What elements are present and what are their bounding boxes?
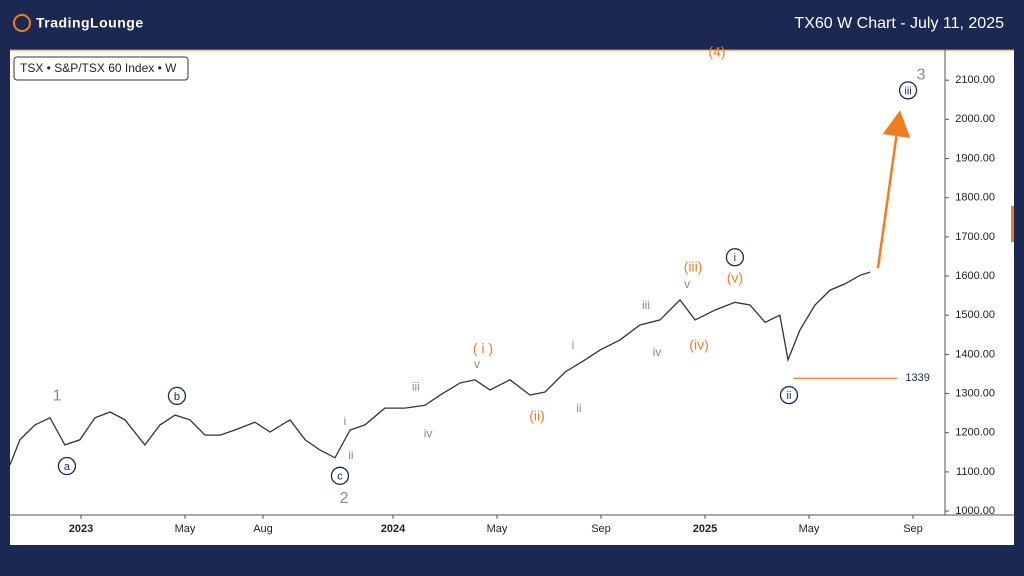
wave-label: v	[474, 357, 480, 371]
wave-label: i	[572, 338, 575, 352]
y-tick-label: 1200.00	[955, 427, 995, 439]
chart-panel	[10, 50, 1014, 545]
y-tick-label: 2100.00	[955, 74, 995, 86]
legend-box	[13, 56, 189, 81]
x-tick-label: May	[175, 523, 196, 535]
y-tick-label: 1500.00	[955, 309, 995, 321]
wave-label: 2	[340, 490, 349, 507]
x-tick-label: 2024	[381, 523, 406, 535]
y-tick-label: 1000.00	[955, 505, 995, 517]
wave-label: iii	[412, 379, 420, 393]
wave-label: iii	[642, 298, 650, 312]
wave-circle	[898, 81, 918, 100]
wave-label: ii	[348, 448, 353, 462]
wave-label: iv	[424, 426, 433, 440]
y-tick-label: 1800.00	[955, 192, 995, 204]
x-tick-label: May	[487, 523, 508, 535]
wave-label: (ii)	[529, 408, 545, 424]
wave-label: c	[337, 471, 343, 483]
wave-label: 3	[917, 67, 926, 84]
projection-line	[876, 135, 898, 269]
brand: TradingLounge	[36, 15, 144, 31]
price-line	[9, 271, 871, 466]
x-tick-label: 2023	[69, 523, 93, 535]
logo-icon	[13, 14, 31, 32]
x-tick-label: May	[799, 523, 820, 535]
wave-label: iv	[653, 345, 662, 359]
wave-circle	[57, 456, 77, 476]
x-tick-label: 2025	[693, 523, 717, 535]
wave-circle	[725, 248, 745, 267]
wave-circle	[330, 466, 350, 485]
wave-label: i	[734, 252, 736, 264]
x-tick-label: Sep	[903, 523, 923, 535]
scroll-marker	[1011, 206, 1014, 242]
y-tick-label: 1100.00	[956, 466, 995, 478]
wave-label: 1	[53, 387, 62, 404]
y-tick-label: 1600.00	[955, 270, 995, 282]
wave-circle	[167, 386, 187, 406]
wave-label: a	[64, 461, 71, 473]
y-tick-label: 1900.00	[955, 152, 995, 164]
legend-text: TSX • S&P/TSX 60 Index • W	[20, 61, 177, 75]
wave-label: ( i )	[473, 340, 493, 356]
level-label: 1339	[905, 372, 929, 384]
projection-arrowhead	[882, 110, 911, 139]
wave-label: (4)	[708, 44, 725, 60]
y-tick-label: 1300.00	[955, 387, 995, 399]
wave-label: v	[684, 277, 690, 291]
wave-label: b	[174, 391, 180, 403]
wave-label: (iv)	[689, 337, 708, 353]
chart-title: TX60 W Chart - July 11, 2025	[794, 15, 1004, 32]
wave-label: (iii)	[684, 259, 703, 275]
wave-label: ii	[787, 390, 792, 402]
wave-label: iii	[904, 85, 911, 97]
logo: TradingLounge	[13, 14, 144, 32]
y-tick-label: 1400.00	[955, 348, 995, 360]
wave-label: ii	[576, 401, 581, 415]
y-tick-label: 1700.00	[955, 231, 995, 243]
wave-label: i	[344, 414, 347, 428]
x-tick-label: Sep	[591, 523, 611, 535]
wave-circle	[779, 385, 799, 405]
y-tick-label: 2000.00	[955, 113, 995, 125]
wave-label: (v)	[727, 270, 743, 286]
x-tick-label: Aug	[253, 523, 273, 535]
